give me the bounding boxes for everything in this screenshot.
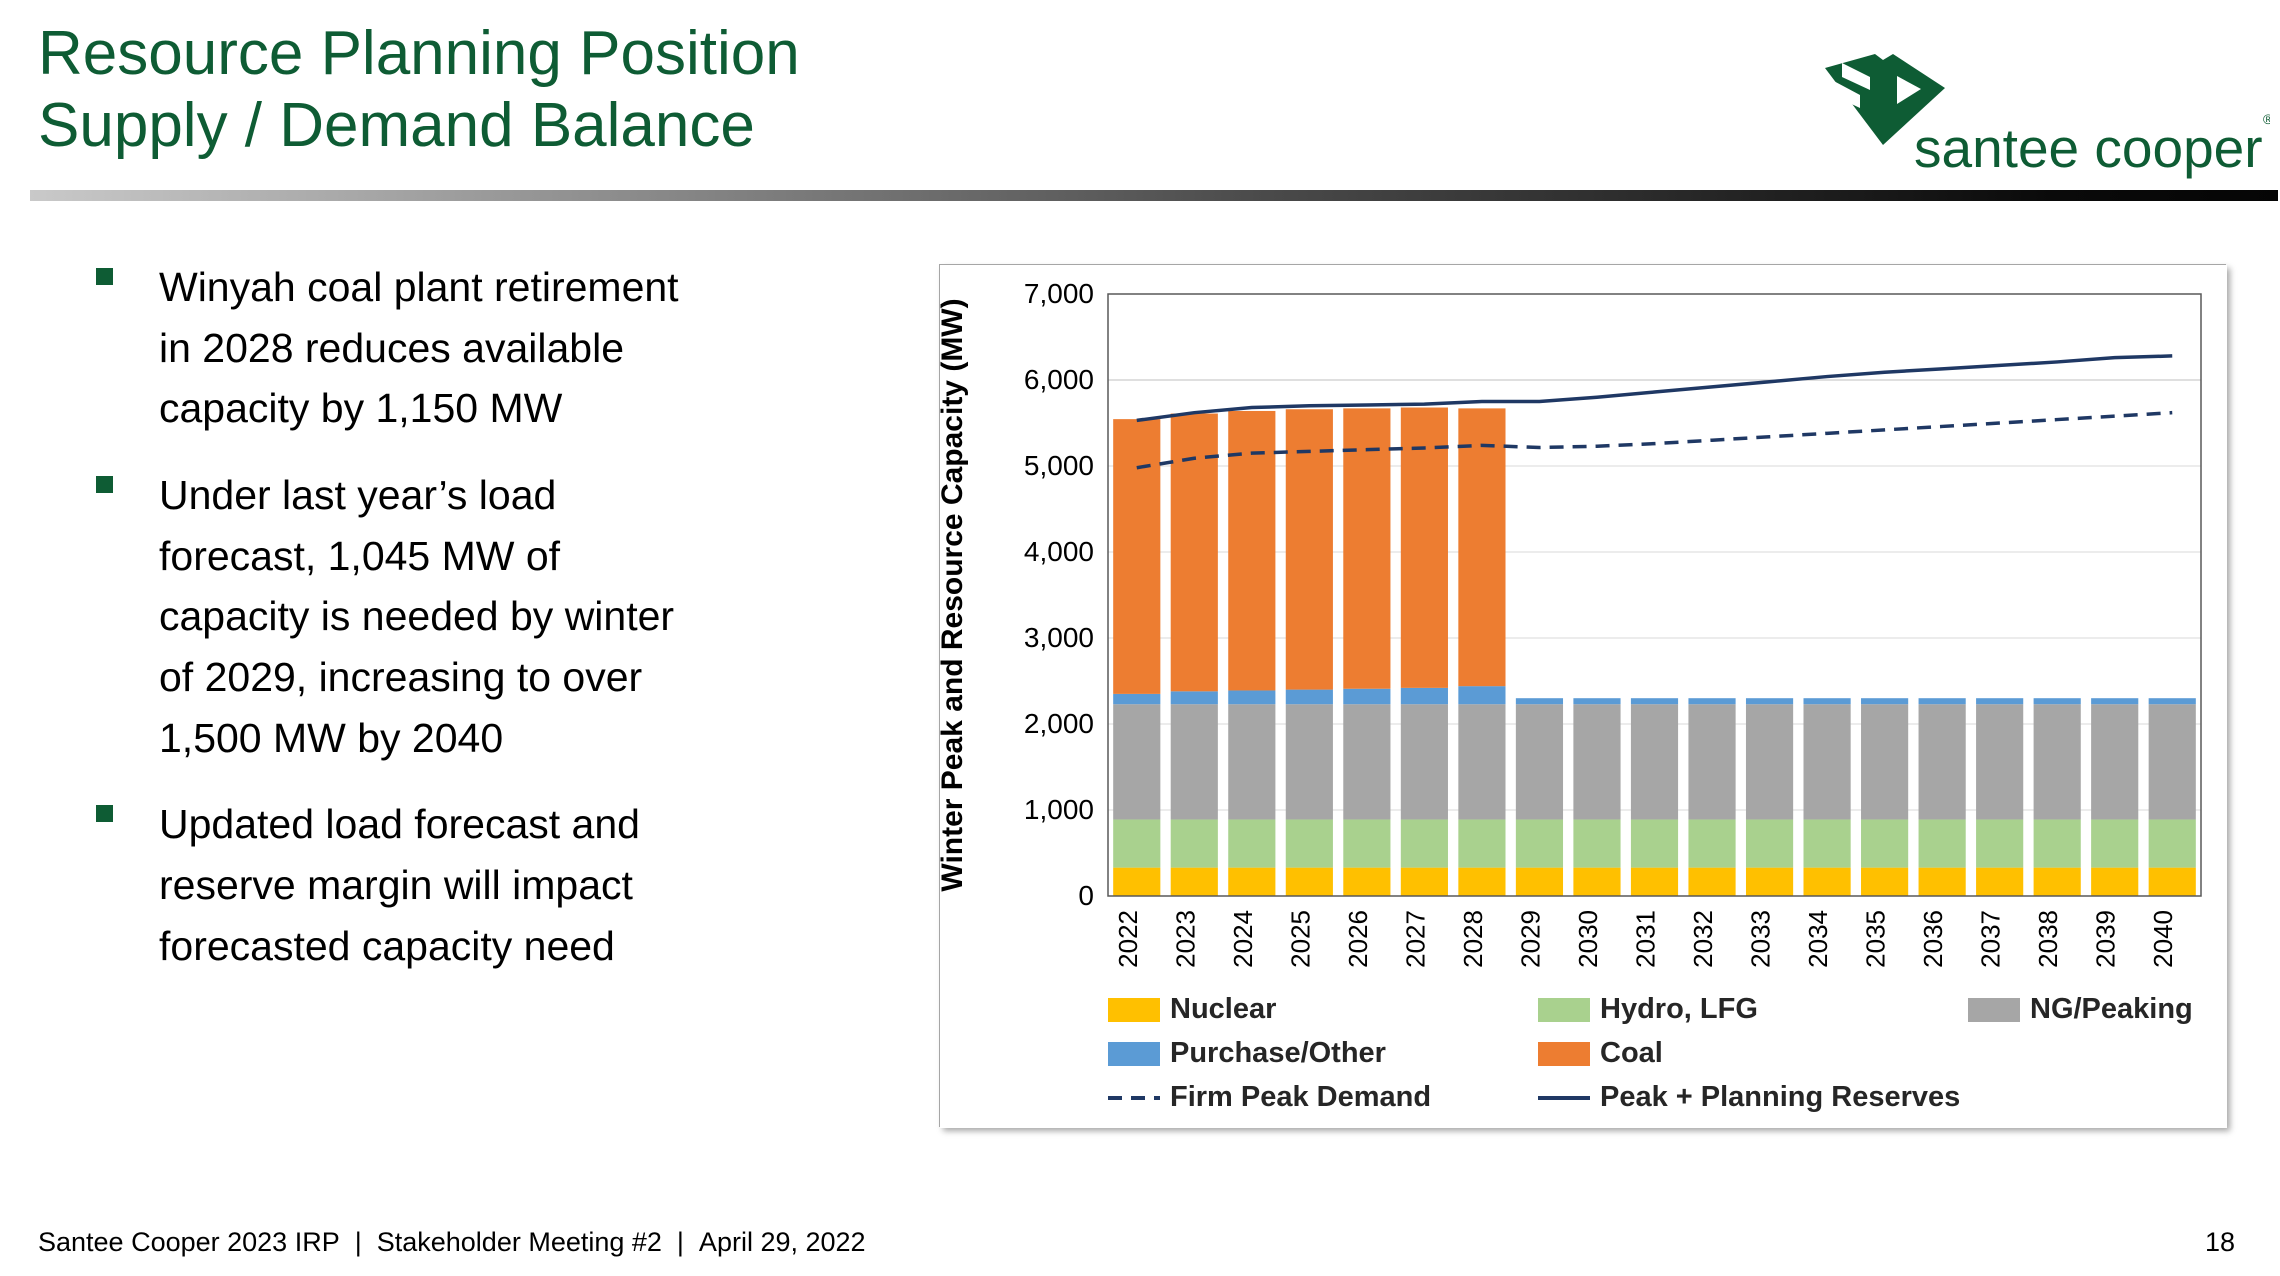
svg-text:2035: 2035 — [1861, 910, 1891, 968]
svg-text:2024: 2024 — [1228, 910, 1258, 968]
svg-text:2040: 2040 — [2148, 910, 2178, 968]
svg-text:Coal: Coal — [1600, 1037, 1663, 1069]
svg-text:3,000: 3,000 — [1024, 622, 1094, 653]
svg-text:2032: 2032 — [1688, 910, 1718, 968]
svg-text:6,000: 6,000 — [1024, 364, 1094, 395]
svg-text:2022: 2022 — [1113, 910, 1143, 968]
svg-text:2030: 2030 — [1573, 910, 1603, 968]
svg-text:2036: 2036 — [1918, 910, 1948, 968]
svg-text:0: 0 — [1078, 880, 1094, 911]
svg-text:2033: 2033 — [1746, 910, 1776, 968]
svg-text:Nuclear: Nuclear — [1170, 993, 1276, 1025]
svg-text:2023: 2023 — [1170, 910, 1200, 968]
svg-text:Hydro, LFG: Hydro, LFG — [1600, 993, 1758, 1025]
svg-text:2039: 2039 — [2091, 910, 2121, 968]
svg-text:2025: 2025 — [1285, 910, 1315, 968]
svg-text:2,000: 2,000 — [1024, 708, 1094, 739]
svg-text:2031: 2031 — [1631, 910, 1661, 968]
svg-text:Firm Peak Demand: Firm Peak Demand — [1170, 1081, 1431, 1113]
svg-text:2026: 2026 — [1343, 910, 1373, 968]
svg-text:Purchase/Other: Purchase/Other — [1170, 1037, 1386, 1069]
svg-text:Winter Peak and Resource Capac: Winter Peak and Resource Capacity (MW) — [940, 298, 969, 891]
svg-text:4,000: 4,000 — [1024, 536, 1094, 567]
svg-text:2034: 2034 — [1803, 910, 1833, 968]
svg-text:2029: 2029 — [1515, 910, 1545, 968]
svg-text:2037: 2037 — [1976, 910, 2006, 968]
svg-text:Peak + Planning Reserves: Peak + Planning Reserves — [1600, 1081, 1960, 1113]
svg-text:NG/Peaking: NG/Peaking — [2030, 993, 2193, 1025]
svg-text:®: ® — [2263, 111, 2270, 127]
svg-text:7,000: 7,000 — [1024, 278, 1094, 309]
svg-text:2027: 2027 — [1400, 910, 1430, 968]
svg-text:5,000: 5,000 — [1024, 450, 1094, 481]
svg-text:1,000: 1,000 — [1024, 794, 1094, 825]
svg-text:santee cooper: santee cooper — [1914, 117, 2263, 179]
svg-text:2028: 2028 — [1458, 910, 1488, 968]
svg-text:2038: 2038 — [2033, 910, 2063, 968]
